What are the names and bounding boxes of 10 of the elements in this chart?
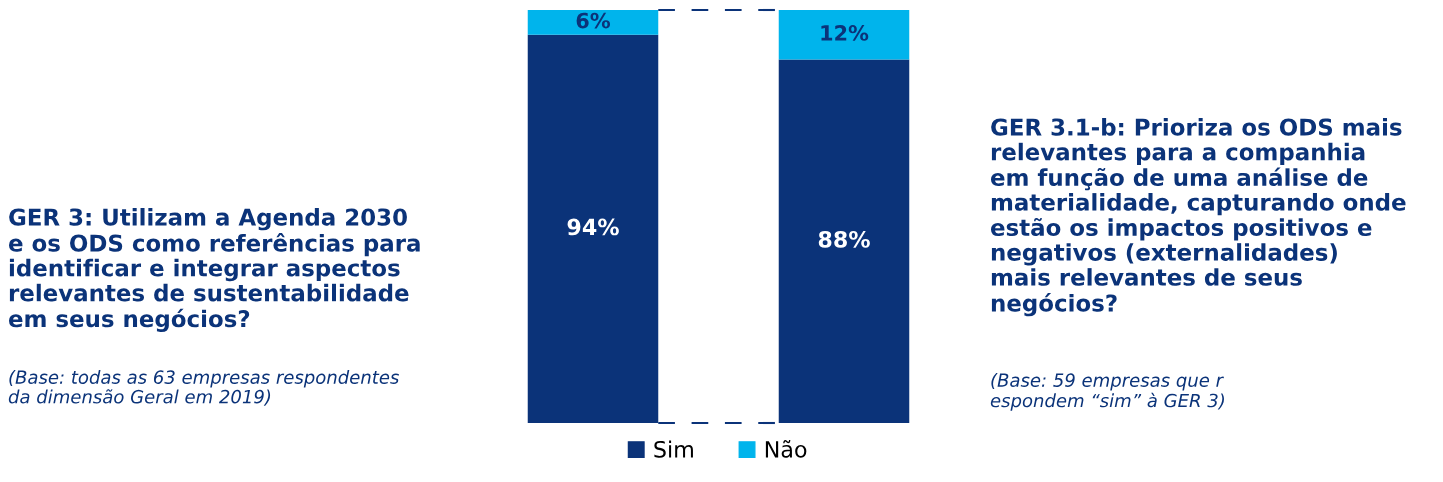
data-label: 6%: [576, 12, 611, 29]
data-label: 12%: [821, 25, 869, 41]
text: GER 3: Utilizam a Agenda 2030 e os ODS como referências para identificar e integrar aspectos relevantes de sustentabilidade em seus negócios?: [8, 208, 420, 332]
legend-label: Sim: [654, 440, 693, 458]
legend-label: Não: [765, 440, 807, 458]
data-label: 94%: [567, 218, 619, 236]
text: GER 3.1-b: Prioriza os ODS mais relevantes para a companhia em função de uma análise de materialidade, capturando onde estão os impactos positivos e negativos (externalidades) mais relevantes de seus negócios?: [990, 118, 1406, 317]
text: (Base: 59 empresas que r espondem “sim” à GER 3): [990, 373, 1224, 411]
data-label: 88%: [818, 230, 870, 248]
text: (Base: todas as 63 empresas respondentes da dimensão Geral em 2019): [8, 370, 399, 406]
